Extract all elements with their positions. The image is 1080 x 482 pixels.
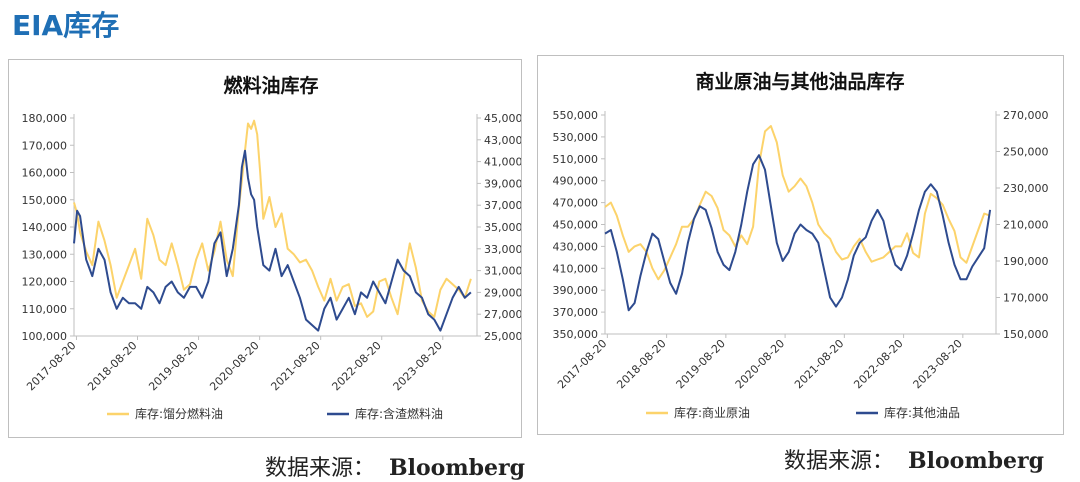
y-left-tick-label: 140,000 <box>22 221 68 234</box>
y-right-tick-label: 150,000 <box>1003 328 1049 341</box>
series-line-2 <box>73 149 472 332</box>
source-label: 数据来源： <box>265 456 376 481</box>
source-label: 数据来源： <box>784 449 895 474</box>
y-left-tick-label: 150,000 <box>22 194 68 207</box>
page-title: EIA库存 <box>12 9 120 42</box>
y-left-tick-label: 370,000 <box>553 306 599 319</box>
y-right-tick-label: 210,000 <box>1003 219 1049 232</box>
y-right-tick-label: 29,000 <box>484 286 521 299</box>
chart-title: 商业原油与其他油品库存 <box>695 70 904 93</box>
x-tick-label: 2017-08-20 <box>555 337 609 391</box>
y-left-tick-label: 490,000 <box>553 175 599 188</box>
crude-oil-chart-panel: 商业原油与其他油品库存 350,000 370,000 390,000 410,000 4… <box>537 55 1064 435</box>
source-note-left: 数据来源： Bloomberg <box>265 450 525 482</box>
y-left-tick-label: 160,000 <box>22 167 68 180</box>
y-left-tick-label: 550,000 <box>553 109 599 122</box>
x-tick-label: 2021-08-20 <box>792 337 846 391</box>
y-right-tick-label: 270,000 <box>1003 109 1049 122</box>
y-right-tick-label: 37,000 <box>484 199 521 212</box>
series-line-1 <box>604 125 991 281</box>
y-left-tick-label: 390,000 <box>553 284 599 297</box>
y-right-tick-label: 25,000 <box>484 330 521 343</box>
y-right-tick-label: 43,000 <box>484 134 521 147</box>
series-line-2 <box>604 154 992 312</box>
y-right-tick-label: 33,000 <box>484 243 521 256</box>
y-left-tick-label: 100,000 <box>22 330 68 343</box>
y-left-tick-label: 450,000 <box>553 219 599 232</box>
chart-title: 燃料油库存 <box>223 74 318 97</box>
y-right-tick-label: 170,000 <box>1003 292 1049 305</box>
y-left-tick-label: 130,000 <box>22 248 68 261</box>
x-tick-label: 2018-08-20 <box>85 339 139 393</box>
legend-label-1: 库存:馏分燃料油 <box>135 406 223 421</box>
y-left-tick-label: 430,000 <box>553 240 599 253</box>
y-left-tick-label: 410,000 <box>553 262 599 275</box>
x-tick-label: 2021-08-20 <box>268 339 322 393</box>
y-right-tick-label: 41,000 <box>484 156 521 169</box>
y-left-tick-label: 170,000 <box>22 139 68 152</box>
legend-label-1: 库存:商业原油 <box>674 405 750 420</box>
crude-oil-chart: 商业原油与其他油品库存 350,000 370,000 390,000 410,000 4… <box>553 70 1049 420</box>
fuel-oil-chart-panel: 燃料油库存 100,000 110,000 120,000 130,000 140,000… <box>8 59 522 438</box>
series-line-1 <box>73 119 472 318</box>
y-right-tick-label: 35,000 <box>484 221 521 234</box>
y-left-tick-label: 510,000 <box>553 153 599 166</box>
x-tick-label: 2019-08-20 <box>674 337 728 391</box>
y-left-tick-label: 530,000 <box>553 131 599 144</box>
y-left-tick-label: 180,000 <box>22 112 68 125</box>
x-tick-label: 2022-08-20 <box>329 339 383 393</box>
x-tick-label: 2023-08-20 <box>391 339 445 393</box>
y-right-tick-label: 27,000 <box>484 308 521 321</box>
x-tick-label: 2017-08-20 <box>24 339 78 393</box>
y-left-tick-label: 110,000 <box>22 303 68 316</box>
y-right-tick-label: 190,000 <box>1003 255 1049 268</box>
fuel-oil-chart: 燃料油库存 100,000 110,000 120,000 130,000 140,000… <box>22 74 522 421</box>
y-right-tick-label: 31,000 <box>484 265 521 278</box>
legend-label-2: 库存:其他油品 <box>884 405 960 420</box>
y-left-tick-label: 470,000 <box>553 197 599 210</box>
source-brand: Bloomberg <box>389 455 525 481</box>
y-right-tick-label: 39,000 <box>484 177 521 190</box>
y-left-tick-label: 350,000 <box>553 328 599 341</box>
source-brand: Bloomberg <box>908 448 1044 474</box>
x-tick-label: 2018-08-20 <box>614 337 668 391</box>
x-tick-label: 2020-08-20 <box>207 339 261 393</box>
source-note-right: 数据来源： Bloomberg <box>784 443 1044 475</box>
y-right-tick-label: 45,000 <box>484 112 521 125</box>
x-tick-label: 2022-08-20 <box>851 337 905 391</box>
x-tick-label: 2020-08-20 <box>733 337 787 391</box>
y-right-tick-label: 250,000 <box>1003 146 1049 159</box>
x-tick-label: 2019-08-20 <box>146 339 200 393</box>
x-tick-label: 2023-08-20 <box>911 337 965 391</box>
y-right-tick-label: 230,000 <box>1003 182 1049 195</box>
y-left-tick-label: 120,000 <box>22 276 68 289</box>
legend-label-2: 库存:含渣燃料油 <box>355 406 443 421</box>
